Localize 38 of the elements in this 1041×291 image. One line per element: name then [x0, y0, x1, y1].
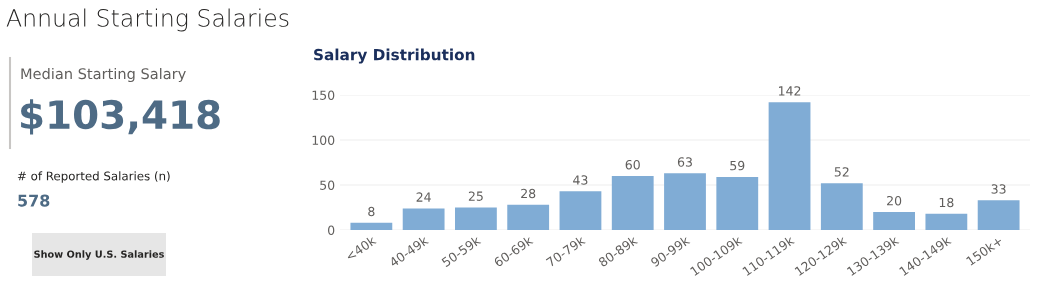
text: 578	[18, 194, 50, 207]
data-label: 18	[939, 197, 954, 208]
bar	[716, 176, 759, 230]
bar	[664, 173, 706, 230]
data-label: 24	[416, 192, 431, 202]
data-label: 33	[991, 184, 1006, 194]
bar	[873, 212, 915, 230]
data-label: 63	[677, 157, 692, 167]
data-label: 60	[625, 159, 640, 170]
data-label: 142	[778, 86, 801, 96]
text: Show Only U.S. Salaries	[34, 250, 164, 260]
data-label: 20	[887, 195, 902, 206]
x-tick-label: <40k	[344, 234, 377, 262]
text: # of Reported Salaries (n)	[17, 171, 170, 183]
data-label: 52	[834, 167, 849, 177]
bar	[611, 176, 654, 230]
y-tick-label: 150	[312, 90, 335, 100]
data-label: 25	[468, 191, 483, 201]
bar	[925, 213, 968, 230]
y-tick-label: 100	[312, 135, 335, 145]
chart-title: Salary Distribution	[314, 48, 475, 64]
bar	[559, 191, 602, 230]
bar	[455, 207, 497, 230]
y-tick-label: 0	[328, 225, 335, 235]
data-label: 8	[368, 206, 375, 217]
bar	[507, 204, 550, 230]
data-label: 59	[730, 160, 745, 171]
text: $103,418	[21, 99, 220, 135]
text: Median Starting Salary	[21, 67, 186, 83]
text: Annual Starting Salaries	[6, 8, 289, 32]
bar	[768, 102, 811, 230]
bar	[350, 222, 393, 230]
bar	[402, 208, 445, 230]
data-label: 28	[521, 188, 536, 199]
y-tick-label: 50	[320, 180, 335, 190]
bar	[820, 183, 863, 230]
bar	[977, 200, 1020, 230]
data-label: 43	[573, 175, 588, 185]
